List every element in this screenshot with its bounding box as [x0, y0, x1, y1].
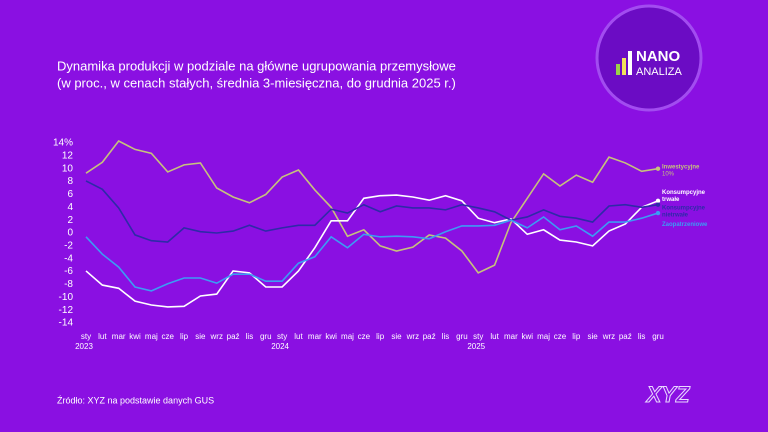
- chart-title: Dynamika produkcji w podziale na główne …: [57, 58, 456, 73]
- x-tick-label: wrz: [210, 332, 223, 341]
- x-tick-label: gru: [652, 332, 664, 341]
- x-tick-label: lis: [442, 332, 450, 341]
- x-tick-label: sie: [391, 332, 402, 341]
- end-point: [655, 166, 661, 171]
- y-tick-label: 14%: [53, 138, 73, 149]
- x-tick-label: mar: [504, 332, 518, 341]
- legend-label: Konsumpcyjne nietrwałe: [662, 205, 706, 218]
- x-tick-label: kwi: [521, 332, 533, 341]
- chart-subtitle: (w proc., w cenach stałych, średnia 3-mi…: [57, 75, 456, 90]
- x-tick-label: sie: [588, 332, 599, 341]
- x-tick-label: maj: [145, 332, 158, 341]
- y-tick-label: 0: [67, 228, 73, 239]
- y-tick-label: -2: [64, 240, 73, 251]
- x-tick-label: maj: [341, 332, 354, 341]
- logo-bar: [628, 51, 632, 75]
- end-point: [655, 202, 661, 207]
- y-tick-label: -6: [64, 266, 73, 277]
- series-line: [85, 212, 659, 292]
- value-label: 10%: [662, 171, 675, 177]
- year-label: 2025: [467, 342, 485, 351]
- logo-circle: [595, 4, 703, 112]
- x-tick-label: kwi: [325, 332, 337, 341]
- x-tick-label: lut: [98, 332, 107, 341]
- x-tick-label: wrz: [602, 332, 615, 341]
- x-tick-label: gru: [260, 332, 272, 341]
- y-tick-label: -14: [59, 318, 74, 329]
- logo-bar: [616, 64, 620, 75]
- logo-text: ANALIZA: [636, 66, 683, 78]
- x-tick-label: mar: [112, 332, 126, 341]
- y-tick-label: -10: [59, 292, 74, 303]
- legend-label: Konsumpcyjne trwałe: [662, 189, 706, 202]
- y-tick-label: 12: [62, 150, 74, 161]
- legend-label: Zaopatrzeniowe: [662, 222, 708, 228]
- legend-label: Inwestycyjne: [662, 164, 700, 170]
- y-tick-label: -8: [64, 279, 73, 290]
- year-label: 2024: [271, 342, 289, 351]
- source: Źródło: XYZ na podstawie danych GUS: [57, 395, 214, 405]
- x-tick-label: sty: [81, 332, 91, 341]
- x-tick-label: lut: [294, 332, 303, 341]
- y-tick-label: -4: [64, 253, 73, 264]
- y-tick-label: 8: [67, 176, 73, 187]
- x-tick-label: kwi: [129, 332, 141, 341]
- x-tick-label: sty: [277, 332, 287, 341]
- y-tick-label: 6: [67, 189, 73, 200]
- x-tick-label: paź: [423, 332, 436, 341]
- series-line: [85, 180, 659, 243]
- x-tick-label: sty: [473, 332, 483, 341]
- series-line: [85, 194, 659, 308]
- y-tick-label: 4: [67, 202, 73, 213]
- x-tick-label: lip: [376, 332, 385, 341]
- logo-bar: [622, 58, 626, 75]
- x-tick-label: cze: [161, 332, 174, 341]
- x-tick-label: paź: [619, 332, 632, 341]
- x-tick-label: gru: [456, 332, 468, 341]
- series-line: [85, 140, 659, 274]
- x-tick-label: maj: [537, 332, 550, 341]
- x-tick-label: mar: [308, 332, 322, 341]
- x-tick-label: sie: [195, 332, 206, 341]
- x-tick-label: wrz: [406, 332, 419, 341]
- y-tick-label: -12: [59, 305, 74, 316]
- x-tick-label: lis: [638, 332, 646, 341]
- x-tick-label: lut: [490, 332, 499, 341]
- x-tick-label: cze: [554, 332, 567, 341]
- y-tick-label: 10: [62, 163, 74, 174]
- x-tick-label: lip: [572, 332, 581, 341]
- x-tick-label: paź: [227, 332, 240, 341]
- y-tick-label: 2: [67, 215, 73, 226]
- end-point: [655, 210, 661, 216]
- x-tick-label: cze: [358, 332, 371, 341]
- end-point: [655, 198, 661, 204]
- brand-logo: XYZ: [645, 382, 691, 407]
- year-label: 2023: [75, 342, 93, 351]
- x-tick-label: lis: [246, 332, 254, 341]
- logo-text: NANO: [636, 48, 680, 65]
- x-tick-label: lip: [180, 332, 189, 341]
